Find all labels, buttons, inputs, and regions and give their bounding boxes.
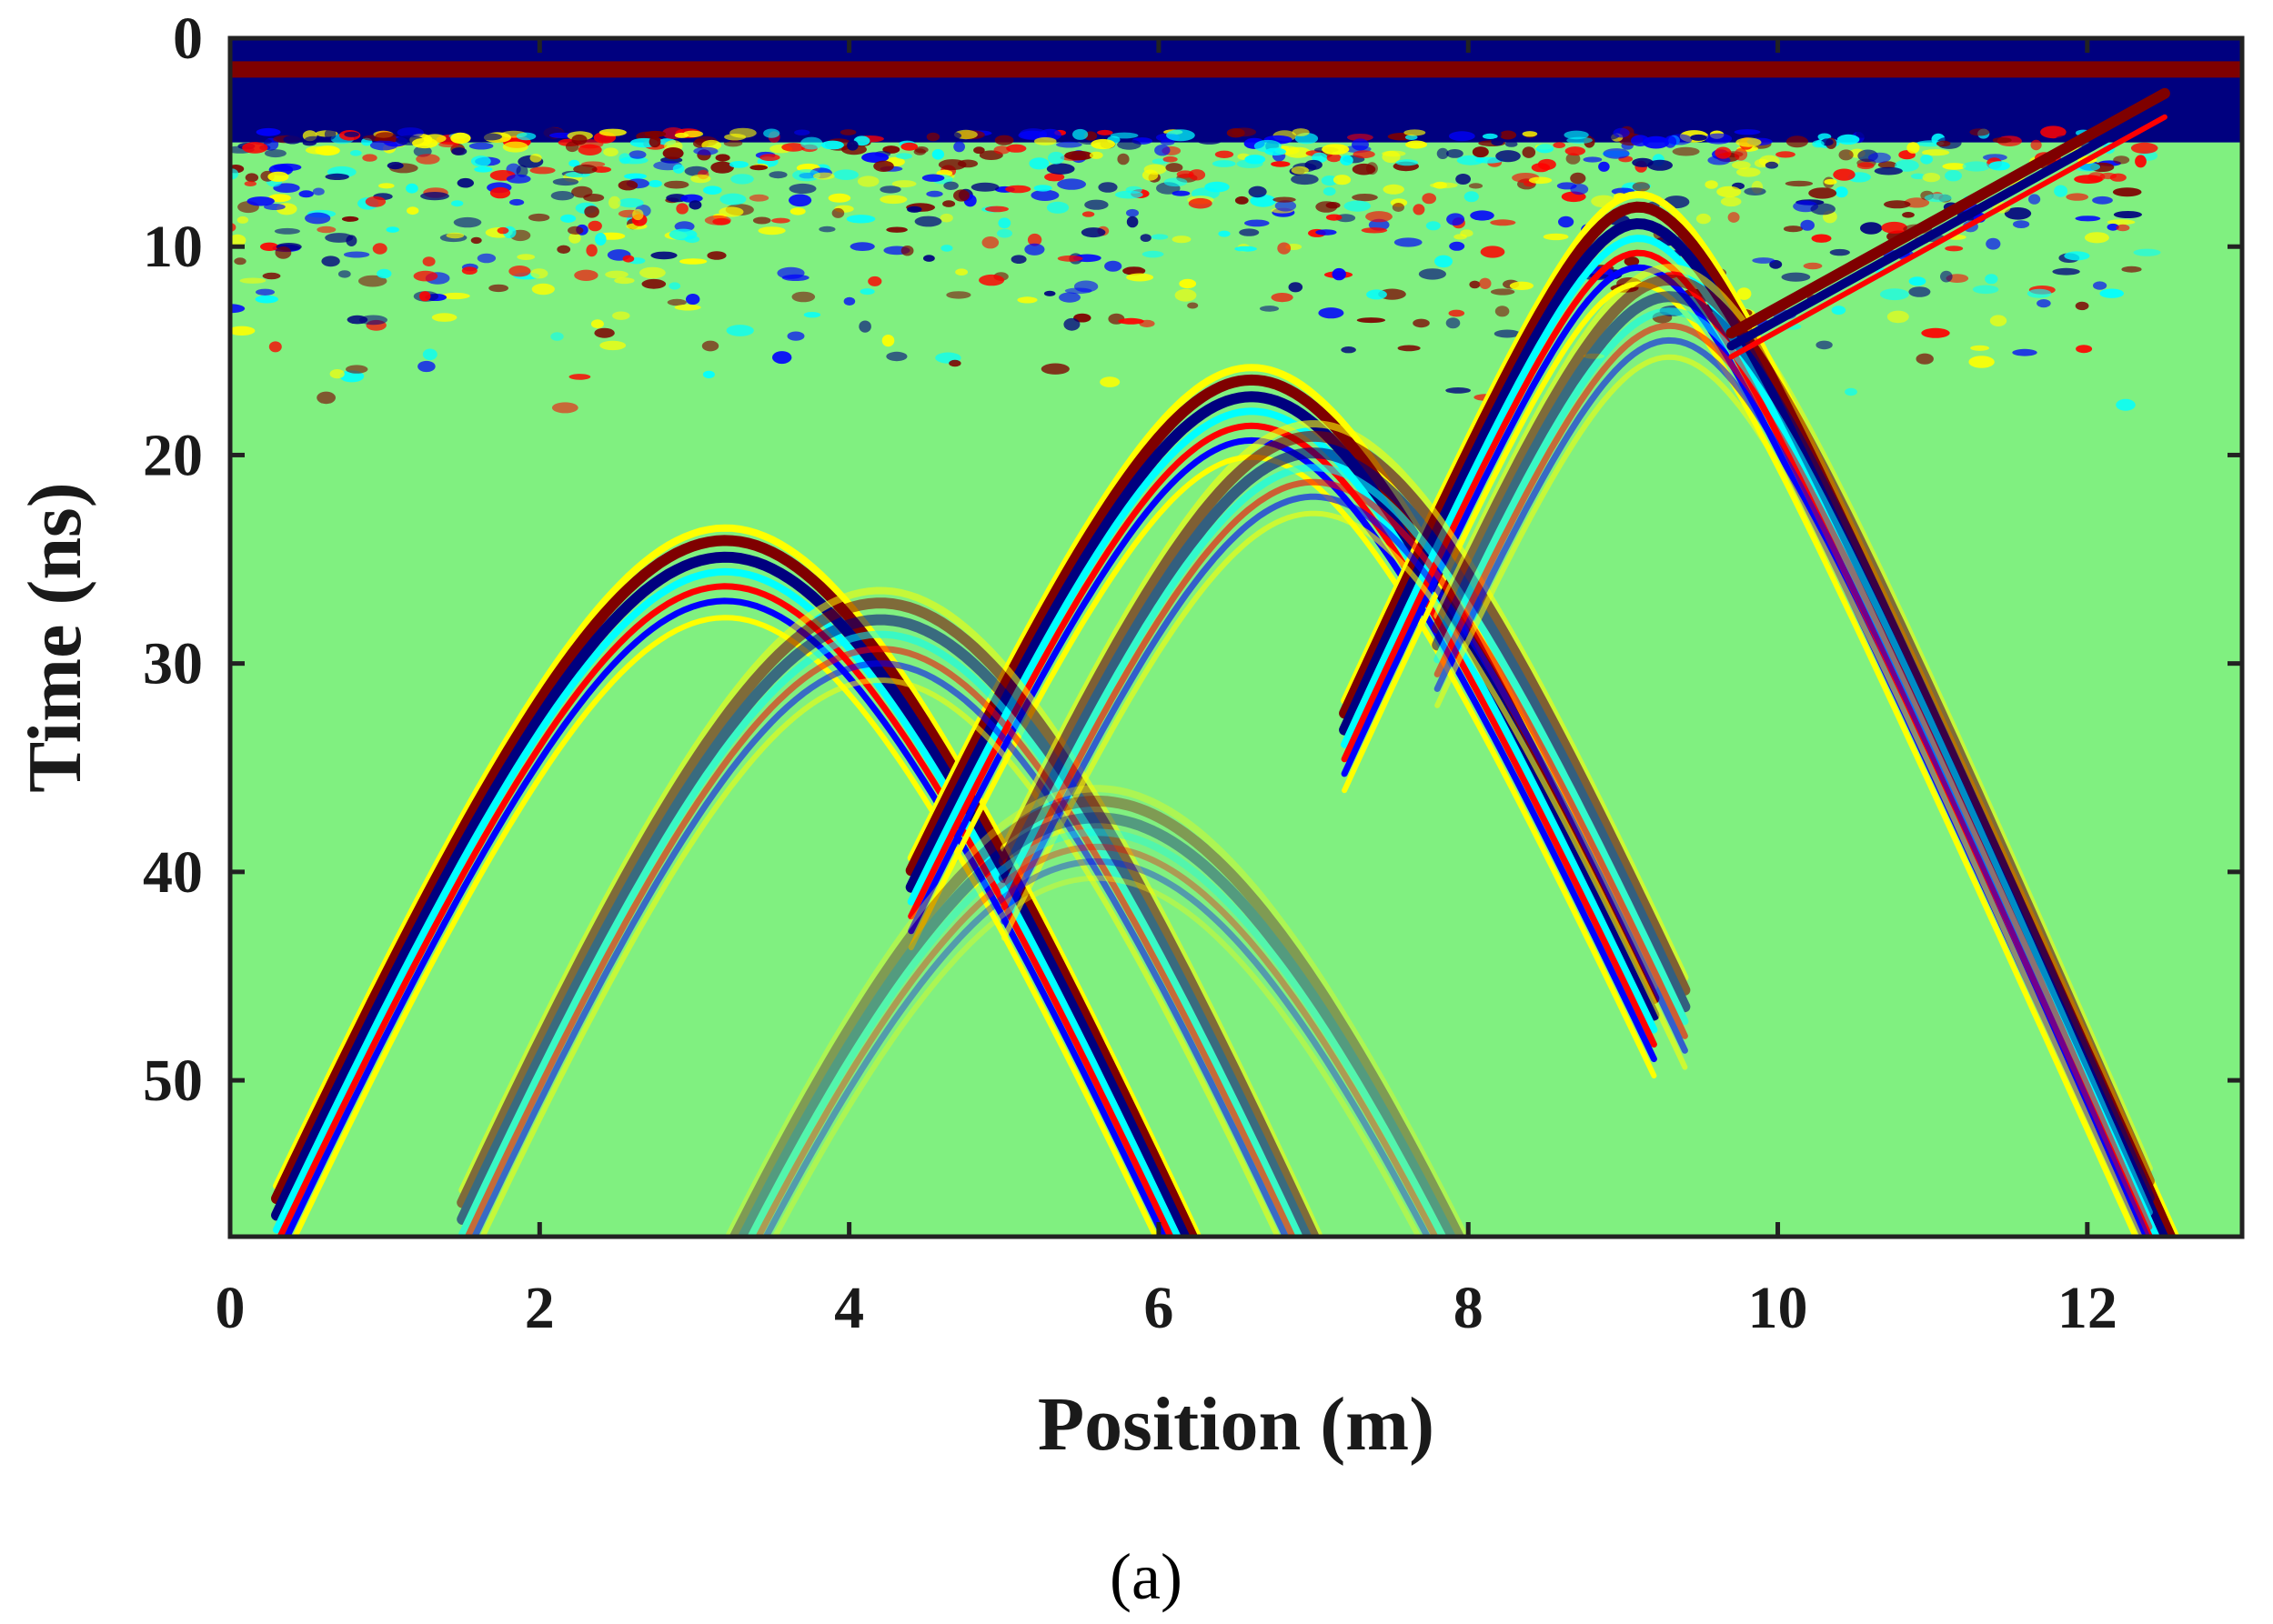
hyperbola-4-band-7 xyxy=(479,677,1282,1237)
axes-frame xyxy=(227,35,2245,1239)
hyperbola-1 xyxy=(271,524,1202,1237)
hyperbola-5-band-5 xyxy=(1001,478,1688,1039)
near-surface-clutter xyxy=(230,125,2161,414)
hyperbola-7-band-6 xyxy=(762,857,1432,1237)
y-tick-label: 30 xyxy=(143,631,203,697)
hyperbola-1-band-5 xyxy=(277,583,1174,1237)
hyperbola-7-band-1 xyxy=(724,785,1470,1237)
direct-wave-band xyxy=(230,61,2242,78)
y-tick-label: 50 xyxy=(143,1048,203,1114)
hyperbola-1-band-3 xyxy=(271,551,1191,1237)
hyperbola-7-band-7 xyxy=(771,875,1423,1237)
hyperbola-4-band-3 xyxy=(457,614,1313,1237)
x-tick-label: 2 xyxy=(525,1275,555,1341)
y-tick-label: 40 xyxy=(143,839,203,906)
x-axis: 0 2 4 6 8 10 12 xyxy=(216,38,2117,1341)
x-tick-label: 0 xyxy=(216,1275,246,1341)
hyperbola-7-band-2 xyxy=(729,796,1465,1237)
y-tick-label: 0 xyxy=(173,5,203,72)
hyperbola-7 xyxy=(724,785,1470,1237)
hyperbola-5-band-6 xyxy=(1001,493,1688,1054)
x-tick-label: 12 xyxy=(2057,1275,2117,1341)
hyperbola-7-band-3 xyxy=(737,812,1457,1237)
hyperbola-5-band-7 xyxy=(1001,510,1688,1070)
hyperbola-6-band-4 xyxy=(1433,307,2153,1217)
axes-border xyxy=(227,35,2245,1239)
hyperbola-1-band-6 xyxy=(283,597,1168,1237)
hyperbola-1-band-4 xyxy=(273,567,1182,1237)
hyperbola-1-band-1 xyxy=(273,524,1202,1237)
x-tick-label: 4 xyxy=(834,1275,864,1341)
hyperbola-1-band-7 xyxy=(292,615,1159,1237)
x-tick-label: 6 xyxy=(1143,1275,1173,1341)
hyperbola-4-band-5 xyxy=(464,646,1296,1237)
plot-area xyxy=(230,38,2242,1237)
hyperbola-6-band-2 xyxy=(1432,274,2155,1187)
diagonal-event-band-2 xyxy=(1726,101,2169,351)
hyperbola-5-band-2 xyxy=(998,430,1691,996)
hyperbola-4-band-4 xyxy=(458,630,1303,1237)
hyperbola-6-band-3 xyxy=(1432,291,2155,1204)
hyperbola-5-band-1 xyxy=(1000,420,1689,982)
figure-caption: (a) xyxy=(1110,1540,1182,1613)
y-tick-label: 10 xyxy=(143,214,203,280)
hyperbola-7-band-4 xyxy=(747,828,1447,1237)
x-tick-label: 8 xyxy=(1453,1275,1483,1341)
hyperbola-5-band-3 xyxy=(998,447,1691,1013)
hyperbola-7-band-5 xyxy=(755,843,1439,1237)
diagonal-event-band-1 xyxy=(1725,87,2170,339)
diagonal-event xyxy=(1725,87,2170,360)
hyperbola-4-band-6 xyxy=(471,660,1290,1237)
y-tick-label: 20 xyxy=(143,422,203,488)
x-tick-label: 10 xyxy=(1748,1275,1808,1341)
hyperbola-6 xyxy=(1432,264,2155,1237)
hyperbola-6-band-7 xyxy=(1434,354,2143,1237)
diagonal-event-band-3 xyxy=(1728,114,2167,360)
hyperbola-2-band-3 xyxy=(905,391,1660,1021)
hyperbola-4 xyxy=(457,586,1324,1237)
hyperbola-2-band-4 xyxy=(907,407,1658,1034)
hyperbola-6-band-5 xyxy=(1433,322,2153,1230)
hyperbola-5-band-4 xyxy=(1000,464,1689,1026)
hyperbola-5 xyxy=(998,420,1691,1070)
x-axis-label: Position (m) xyxy=(1038,1382,1434,1467)
y-axis: 0 10 20 30 40 50 xyxy=(143,5,2242,1114)
hyperbola-1-band-2 xyxy=(271,535,1199,1237)
hyperbola-6-band-6 xyxy=(1433,336,2151,1237)
y-axis-label: Time (ns) xyxy=(13,482,97,792)
early-time-band xyxy=(230,38,2242,143)
hyperbola-4-band-2 xyxy=(457,597,1321,1237)
